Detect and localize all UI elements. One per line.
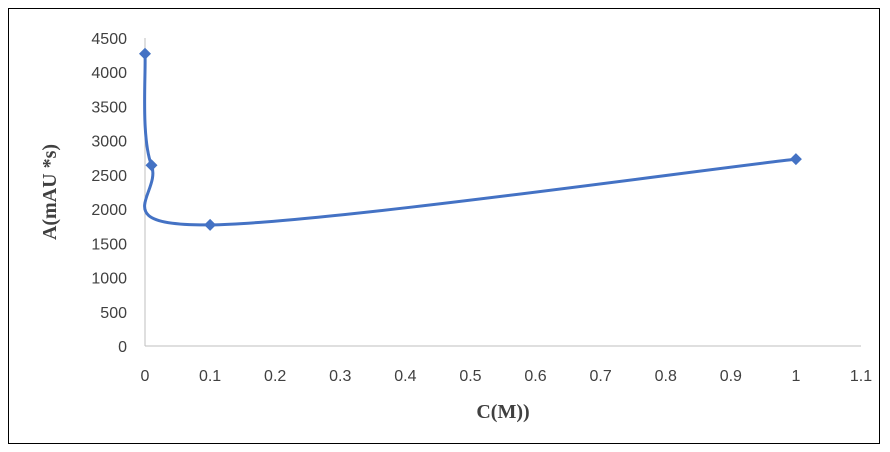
data-point-marker [204,218,217,231]
series-layer [139,47,802,231]
x-tick-label: 0 [141,368,150,385]
x-tick-label: 0.5 [459,368,481,385]
x-tick-label: 1 [791,368,800,385]
y-axis-title: A(mAU *s) [39,144,61,240]
x-tick-label: 0.8 [655,368,677,385]
x-tick-label: 0.9 [720,368,742,385]
x-tick-label: 0.3 [329,368,351,385]
x-axis-ticks: 0 0.1 0.2 0.3 0.4 0.5 0.6 0.7 0.8 0.9 1 1.1 [141,368,873,385]
chart-frame [8,8,880,444]
y-axis-ticks: 0 500 1000 1500 2000 2500 3000 3500 4000 4500 [91,31,127,356]
y-tick-label: 3500 [91,99,127,116]
x-tick-label: 0.4 [394,368,416,385]
y-tick-label: 1000 [91,271,127,288]
x-axis-title: C(M)) [476,401,529,423]
y-tick-label: 4500 [91,31,127,48]
series-line [143,52,798,227]
x-tick-label: 0.6 [524,368,546,385]
y-tick-label: 500 [100,305,127,322]
y-tick-label: 0 [118,339,127,356]
data-point-marker [789,153,802,166]
y-tick-label: 2000 [91,202,127,219]
y-tick-label: 1500 [91,236,127,253]
data-point-marker [139,47,151,60]
y-tick-label: 4000 [91,65,127,82]
x-tick-label: 1.1 [850,368,872,385]
data-point-marker [145,159,158,172]
x-tick-label: 0.1 [199,368,221,385]
y-tick-label: 2500 [91,168,127,185]
x-tick-label: 0.7 [590,368,612,385]
y-tick-label: 3000 [91,134,127,151]
x-tick-label: 0.2 [264,368,286,385]
